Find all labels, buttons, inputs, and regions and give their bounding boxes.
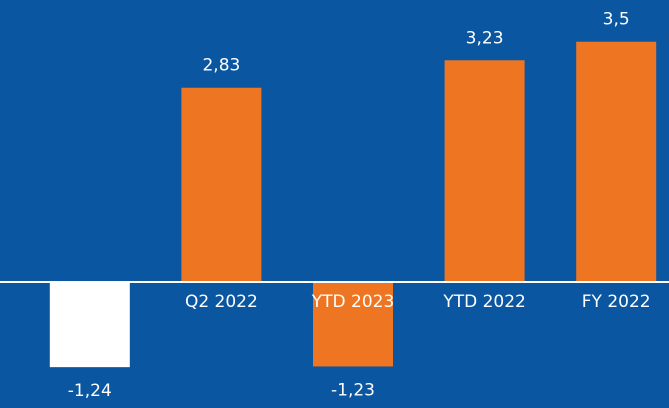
value-label: -1,24	[68, 381, 112, 401]
x-tick-label: YTD 2023	[311, 292, 395, 312]
bar	[181, 87, 262, 283]
bar	[576, 41, 657, 283]
bar	[49, 282, 130, 368]
bar	[313, 282, 393, 367]
value-label: 3,5	[603, 10, 630, 30]
x-tick-label: FY 2022	[582, 292, 651, 312]
x-tick-label: YTD 2022	[442, 292, 526, 312]
value-label: -1,23	[331, 380, 375, 400]
x-tick-label: Q2 2022	[185, 292, 258, 312]
bar	[444, 60, 525, 283]
value-label: 3,23	[466, 28, 504, 48]
value-label: 2,83	[202, 56, 240, 76]
